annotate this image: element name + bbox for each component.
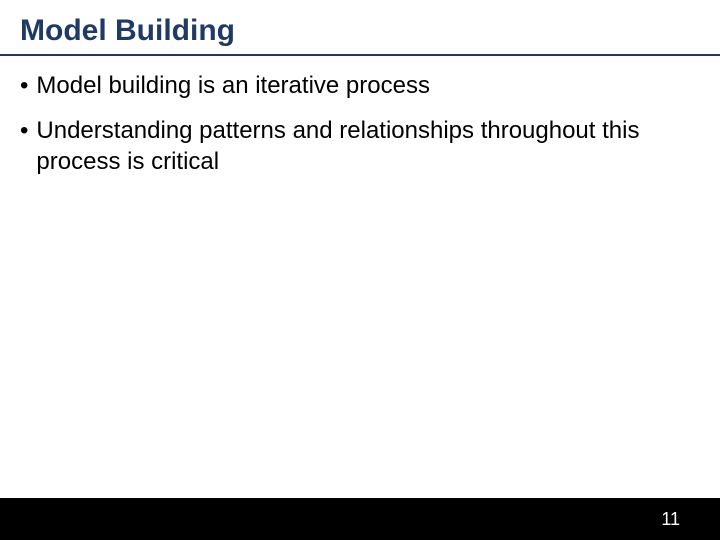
bullet-marker-icon: • [20,115,28,146]
slide-body: • Model building is an iterative process… [0,70,720,178]
bullet-item: • Understanding patterns and relationshi… [20,115,700,177]
bullet-text: Model building is an iterative process [36,70,700,101]
footer-bar: 11 [0,498,720,540]
bullet-marker-icon: • [20,70,28,101]
page-number: 11 [661,509,680,530]
slide-title: Model Building [0,0,720,56]
slide: Model Building • Model building is an it… [0,0,720,540]
bullet-item: • Model building is an iterative process [20,70,700,101]
bullet-text: Understanding patterns and relationships… [36,115,700,177]
